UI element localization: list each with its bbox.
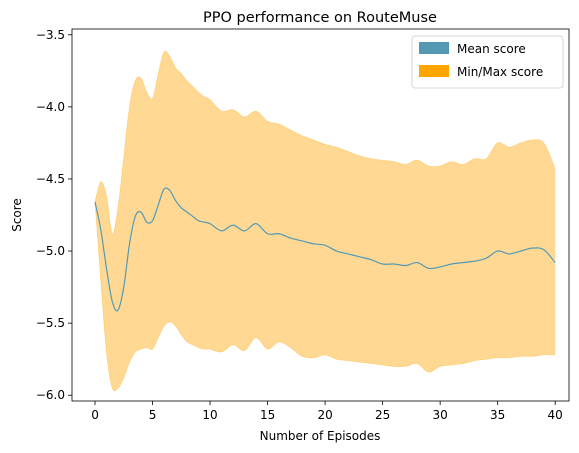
y-tick-label: −4.5 [36,172,65,186]
chart-title: PPO performance on RouteMuse [203,10,437,26]
x-axis-ticks: 0 5 10 15 20 25 30 35 40 [91,401,563,422]
y-tick-label: −4.0 [36,100,65,114]
legend-swatch-min-max-score [419,65,449,77]
legend: Mean score Min/Max score [411,35,564,89]
y-tick-label: −3.5 [36,28,65,42]
min-edge-line [94,201,556,392]
y-tick-label: −5.0 [36,244,65,258]
x-tick-label: 0 [91,408,99,422]
legend-label-min-max-score: Min/Max score [457,65,543,79]
x-tick-label: 30 [433,408,448,422]
legend-frame [411,35,564,89]
x-tick-label: 35 [490,408,505,422]
y-tick-label: −5.5 [36,316,65,330]
x-axis-label: Number of Episodes [260,429,381,443]
x-tick-label: 25 [375,408,390,422]
y-axis-label: Score [10,198,24,232]
legend-label-mean-score: Mean score [457,42,526,56]
plot-area [94,50,556,392]
x-tick-label: 20 [317,408,332,422]
max-edge-line [94,50,556,235]
legend-swatch-mean-score [419,42,449,54]
x-tick-label: 15 [260,408,275,422]
mean-score-line [94,187,556,312]
min-max-band [95,51,556,392]
x-tick-label: 40 [548,408,563,422]
y-axis-ticks: −6.0 −5.5 −5.0 −4.5 −4.0 −3.5 [36,28,72,402]
x-tick-label: 5 [149,408,157,422]
x-tick-label: 10 [202,408,217,422]
y-tick-label: −6.0 [36,388,65,402]
axes-frame [71,28,570,402]
